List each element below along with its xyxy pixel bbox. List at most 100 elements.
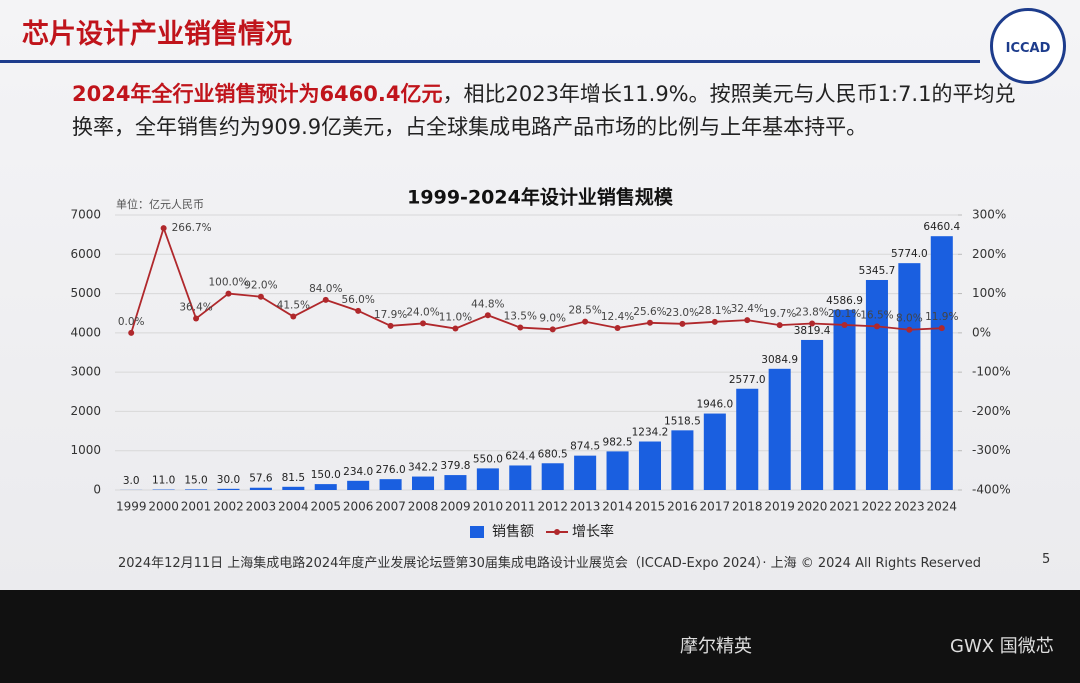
x-tick-label: 2011 (505, 500, 536, 514)
summary-text: ，相比2023年增长11.9%。按照美元与人民币1:7.1的平均兑换率，全年销售… (72, 82, 1016, 139)
point (938, 325, 945, 332)
bar (930, 236, 953, 490)
bar (509, 465, 532, 490)
data-label: 1234.2 (632, 427, 669, 439)
data-label: 680.5 (538, 448, 568, 460)
data-label: 150.0 (311, 469, 341, 481)
data-label: 3.0 (123, 475, 140, 487)
point (160, 225, 167, 232)
point (809, 320, 816, 327)
bar (606, 451, 629, 490)
x-tick-label: 2009 (440, 500, 471, 514)
data-label: 23.0% (666, 307, 699, 319)
x-tick-label: 2013 (570, 500, 601, 514)
bar (703, 413, 726, 490)
data-label: 28.5% (568, 305, 601, 317)
x-tick-label: 2014 (602, 500, 633, 514)
data-label: 24.0% (406, 306, 439, 318)
data-label: 11.0 (152, 475, 175, 487)
x-tick-label: 2023 (894, 500, 925, 514)
data-label: 13.5% (504, 311, 537, 323)
y-tick-label: 4000 (70, 325, 101, 339)
point (873, 323, 880, 330)
point (420, 320, 427, 327)
x-tick-label: 2000 (148, 500, 179, 514)
y-tick-label: 2000 (70, 404, 101, 418)
x-tick-label: 2021 (829, 500, 860, 514)
data-label: 266.7% (172, 222, 212, 234)
slide-title: 芯片设计产业销售情况 (22, 19, 292, 50)
data-label: 276.0 (376, 464, 406, 476)
bar (768, 368, 791, 490)
data-label: 6460.4 (923, 221, 960, 233)
point (225, 290, 232, 297)
bar (217, 488, 240, 490)
data-label: 11.0% (439, 312, 472, 324)
y-tick-label: 1000 (70, 443, 101, 457)
point (452, 325, 459, 332)
bar (574, 455, 597, 490)
data-label: 15.0 (184, 474, 207, 486)
data-label: 23.8% (795, 307, 828, 319)
data-label: 41.5% (277, 300, 310, 312)
data-label: 234.0 (343, 466, 373, 478)
data-label: 16.5% (860, 309, 893, 321)
data-label: 100.0% (208, 277, 248, 289)
audience (0, 590, 1080, 683)
x-tick-label: 2004 (278, 500, 309, 514)
bar (379, 479, 402, 490)
point (517, 324, 524, 331)
y2-tick-label: 100% (972, 286, 1006, 300)
data-label: 550.0 (473, 453, 503, 465)
point (484, 312, 491, 319)
data-label: 36.4% (179, 302, 212, 314)
data-label: 17.9% (374, 309, 407, 321)
bar (541, 463, 564, 490)
data-label: 379.8 (440, 460, 470, 472)
point (387, 322, 394, 329)
data-label: 28.1% (698, 305, 731, 317)
bar (833, 309, 856, 490)
point (776, 322, 783, 329)
y2-tick-label: 0% (972, 325, 991, 339)
y2-tick-label: -100% (972, 365, 1011, 379)
data-label: 1946.0 (696, 399, 733, 411)
data-label: 624.4 (505, 450, 535, 462)
bar (898, 263, 921, 490)
data-label: 44.8% (471, 298, 504, 310)
bar (476, 468, 499, 490)
x-tick-label: 2019 (764, 500, 795, 514)
x-tick-label: 2017 (700, 500, 731, 514)
bar (347, 480, 370, 490)
data-label: 3084.9 (761, 354, 798, 366)
x-tick-label: 2015 (635, 500, 666, 514)
x-tick-label: 2010 (473, 500, 504, 514)
point (193, 315, 200, 322)
point (549, 326, 556, 333)
point (322, 296, 329, 303)
y-tick-label: 6000 (70, 247, 101, 261)
data-label: 81.5 (282, 472, 305, 484)
bar (282, 486, 305, 490)
chart: 1999-2024年设计业销售规模 单位：亿元人民币 0 1000 2000 3000… (70, 197, 1011, 538)
point (128, 329, 135, 336)
bar (801, 339, 824, 490)
point (257, 293, 264, 300)
point (679, 320, 686, 327)
highlight: 2024年全行业销售预计为6460.4亿元 (72, 82, 443, 106)
data-label: 2577.0 (729, 374, 766, 386)
y2-tick-label: 200% (972, 247, 1006, 261)
data-label: 8.0% (896, 313, 923, 325)
x-tick-label: 2005 (310, 500, 341, 514)
point (290, 313, 297, 320)
bar (185, 489, 208, 490)
data-label: 5345.7 (859, 265, 896, 277)
data-label: 20.1% (828, 308, 861, 320)
point (744, 317, 751, 324)
data-label: 9.0% (539, 312, 566, 324)
data-label: 5774.0 (891, 248, 928, 260)
data-label: 0.0% (118, 316, 145, 328)
title-rule (0, 60, 980, 63)
legend-dot (554, 529, 560, 535)
y2-tick-label: -200% (972, 404, 1011, 418)
